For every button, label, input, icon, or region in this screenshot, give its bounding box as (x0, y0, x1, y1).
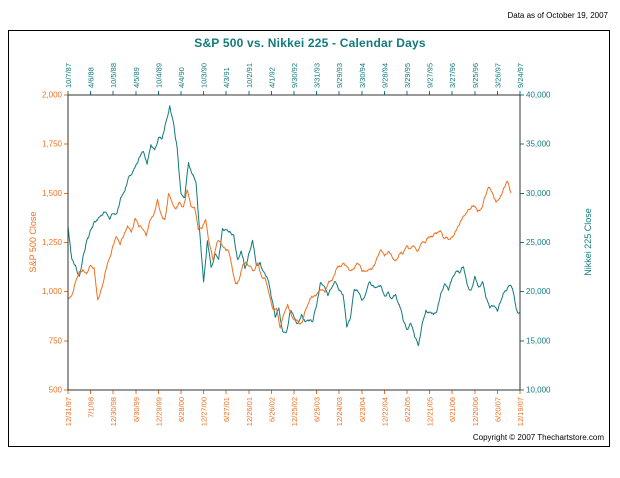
bottom-axis-label: 12/27/00 (200, 397, 209, 426)
top-axis-label: 4/4/90 (177, 67, 186, 88)
bottom-axis-label: 6/30/99 (132, 397, 141, 422)
top-axis-label: 3/27/96 (448, 63, 457, 88)
left-axis-tick-label: 1,750 (42, 140, 63, 149)
left-axis-tick-label: 1,250 (42, 238, 63, 247)
copyright-label: Copyright © 2007 Thechartstore.com (472, 433, 604, 442)
top-axis-label: 9/30/92 (290, 63, 299, 88)
top-axis-label: 10/7/87 (64, 63, 73, 88)
bottom-axis-label: 12/26/01 (245, 397, 254, 426)
top-axis-label: 3/26/97 (493, 63, 502, 88)
bottom-axis-label: 6/20/07 (493, 397, 502, 422)
top-axis-label: 3/29/95 (403, 63, 412, 88)
left-axis-tick-label: 2,000 (42, 91, 63, 100)
top-axis-label: 4/5/89 (132, 67, 141, 88)
bottom-axis-label: 12/29/99 (154, 397, 163, 426)
left-axis-title: S&P 500 Close (28, 211, 38, 273)
bottom-axis-label: 6/23/04 (358, 397, 367, 422)
top-axis-label: 3/30/94 (358, 63, 367, 88)
bottom-axis-label: 12/30/98 (109, 397, 118, 426)
bottom-axis-label: 12/20/06 (471, 397, 480, 426)
bottom-axis-label: 6/27/01 (222, 397, 231, 422)
top-axis-label: 4/3/91 (222, 67, 231, 88)
right-axis-tick-label: 20,000 (526, 287, 551, 296)
right-axis-tick-label: 40,000 (526, 91, 551, 100)
top-axis-label: 9/29/93 (335, 63, 344, 88)
bottom-axis-label: 12/25/02 (290, 397, 299, 426)
top-axis-label: 9/28/94 (380, 63, 389, 88)
top-axis-label: 4/1/92 (267, 67, 276, 88)
left-axis-tick-label: 1,000 (42, 287, 63, 296)
left-axis-tick-label: 750 (49, 336, 63, 345)
top-axis-label: 9/27/95 (426, 63, 435, 88)
top-axis-label: 10/3/90 (200, 63, 209, 88)
chart-border (8, 30, 610, 447)
bottom-axis-label: 12/22/04 (380, 397, 389, 426)
data-as-of-label: Data as of October 19, 2007 (507, 11, 608, 20)
right-axis-tick-label: 25,000 (526, 238, 551, 247)
bottom-axis-label: 6/22/05 (403, 397, 412, 422)
left-axis-tick-label: 500 (49, 386, 63, 395)
right-axis-tick-label: 15,000 (526, 336, 551, 345)
bottom-axis-label: 12/31/97 (64, 397, 73, 426)
chart-title: S&P 500 vs. Nikkei 225 - Calendar Days (194, 36, 426, 50)
bottom-axis-label: 12/19/07 (516, 397, 525, 426)
bottom-axis-label: 12/21/05 (426, 397, 435, 426)
right-axis-tick-label: 35,000 (526, 140, 551, 149)
bottom-axis-label: 7/1/98 (87, 397, 96, 418)
bottom-axis-label: 6/21/06 (448, 397, 457, 422)
top-axis-label: 10/2/91 (245, 63, 254, 88)
bottom-axis-label: 6/26/02 (267, 397, 276, 422)
right-axis-tick-label: 10,000 (526, 386, 551, 395)
top-axis-label: 9/24/97 (516, 63, 525, 88)
top-axis-label: 9/25/96 (471, 63, 480, 88)
plot-frame (67, 94, 521, 391)
bottom-axis-label: 6/25/03 (313, 397, 322, 422)
bottom-axis-label: 6/28/00 (177, 397, 186, 422)
top-axis-label: 10/5/88 (109, 63, 118, 88)
left-axis-tick-label: 1,500 (42, 189, 63, 198)
top-axis-label: 10/4/89 (154, 63, 163, 88)
right-axis-title: Nikkei 225 Close (583, 208, 593, 276)
top-axis-label: 4/6/88 (87, 67, 96, 88)
top-axis-label: 3/31/93 (313, 63, 322, 88)
series-sp-500 (67, 180, 512, 329)
bottom-axis-label: 12/24/03 (335, 397, 344, 426)
series-nikkei-225 (67, 105, 521, 347)
right-axis-tick-label: 30,000 (526, 189, 551, 198)
